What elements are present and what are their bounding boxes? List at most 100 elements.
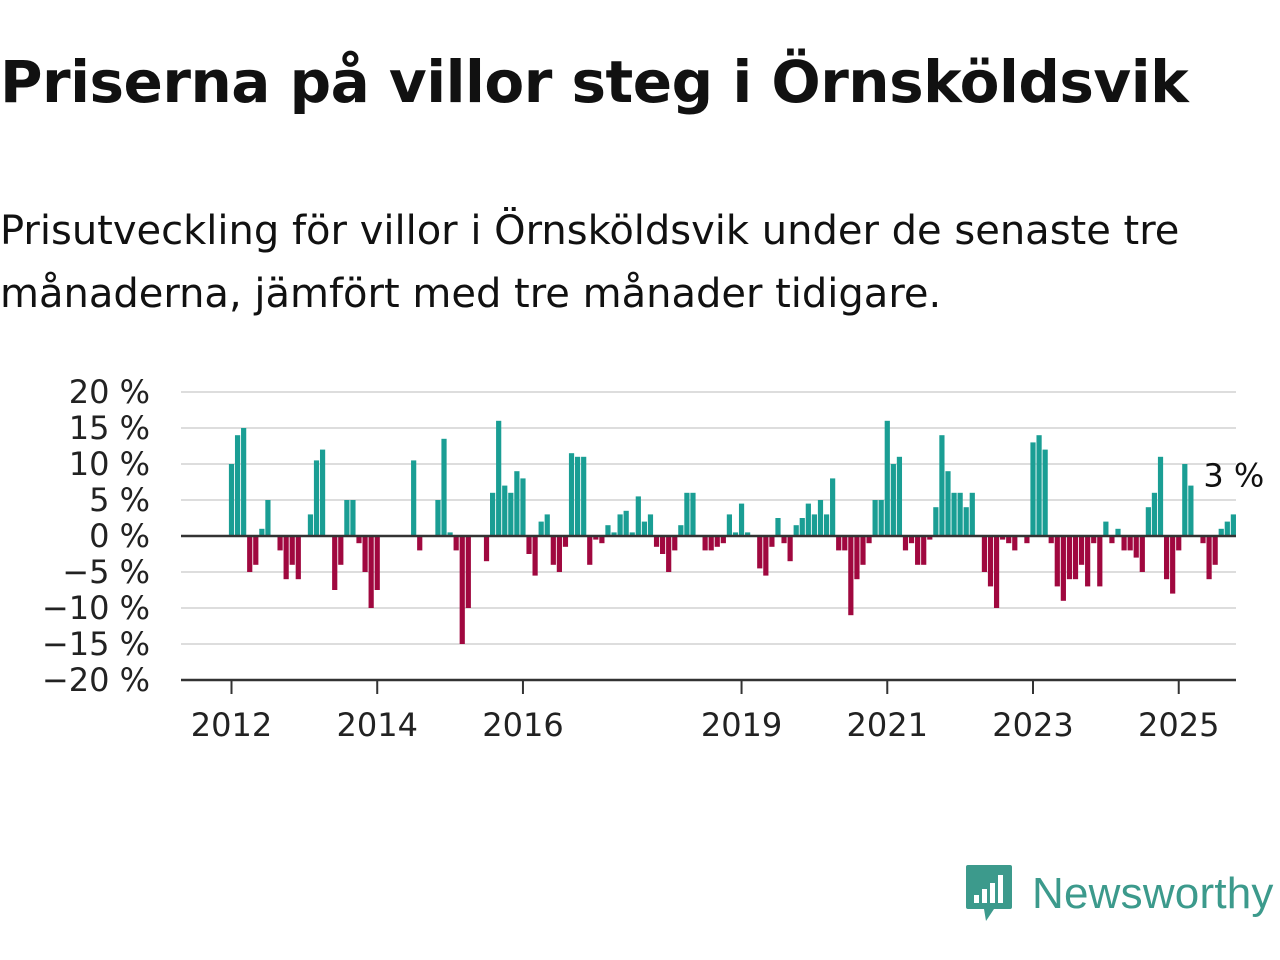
bar bbox=[319, 449, 326, 536]
bar bbox=[1097, 536, 1103, 587]
x-tick-label: 2019 bbox=[701, 706, 782, 744]
bar bbox=[453, 536, 459, 551]
bar bbox=[1218, 528, 1224, 536]
bar bbox=[1012, 536, 1018, 551]
bar bbox=[1170, 536, 1176, 594]
bar bbox=[957, 492, 963, 536]
grid-lines bbox=[181, 391, 1236, 645]
bar bbox=[350, 500, 356, 536]
bar bbox=[283, 536, 289, 580]
bar bbox=[1006, 536, 1012, 544]
bar bbox=[817, 500, 824, 536]
newsworthy-logo-icon bbox=[966, 865, 1012, 921]
bar bbox=[933, 507, 939, 536]
bar bbox=[1133, 536, 1139, 558]
bar bbox=[1115, 528, 1121, 536]
bar bbox=[344, 500, 350, 536]
bar bbox=[581, 456, 587, 536]
bar bbox=[465, 536, 471, 608]
chart-title: Priserna på villor steg i Örnsköldsvik bbox=[0, 48, 1189, 116]
bar bbox=[1091, 536, 1097, 544]
bar bbox=[526, 536, 532, 554]
bar bbox=[678, 525, 684, 536]
bar bbox=[538, 521, 544, 536]
bar bbox=[568, 453, 575, 536]
bar bbox=[726, 514, 732, 536]
bar bbox=[435, 500, 441, 536]
bar bbox=[1151, 492, 1158, 536]
bar bbox=[939, 435, 945, 536]
x-tick-label: 2012 bbox=[191, 706, 272, 744]
bar bbox=[641, 521, 647, 536]
bar bbox=[587, 536, 593, 565]
bar bbox=[1230, 514, 1236, 536]
y-tick-label: −20 % bbox=[42, 661, 150, 699]
bar bbox=[842, 536, 848, 551]
bar bbox=[1066, 536, 1073, 580]
bar bbox=[945, 471, 951, 536]
bar bbox=[732, 532, 739, 536]
bar bbox=[1127, 536, 1133, 551]
bar bbox=[417, 536, 423, 551]
bar bbox=[265, 500, 271, 536]
bar bbox=[866, 536, 872, 544]
bar bbox=[1145, 507, 1151, 536]
bar bbox=[872, 500, 878, 536]
y-tick-label: −10 % bbox=[42, 589, 150, 627]
bar bbox=[647, 514, 654, 536]
bar bbox=[532, 536, 538, 576]
bar bbox=[1163, 536, 1170, 580]
x-tick-label: 2021 bbox=[847, 706, 928, 744]
bar bbox=[1030, 442, 1036, 536]
bar bbox=[490, 492, 496, 536]
bar bbox=[902, 536, 909, 551]
last-value-label: 3 % bbox=[1203, 456, 1264, 494]
bar bbox=[374, 536, 380, 590]
bar bbox=[241, 428, 247, 536]
bar-chart: 20 %15 %10 %5 %0 %−5 %−10 %−15 %−20 % 201… bbox=[42, 373, 1264, 744]
bar bbox=[763, 536, 769, 576]
bar bbox=[313, 460, 320, 536]
bar bbox=[981, 536, 988, 572]
bar bbox=[332, 536, 338, 590]
bar bbox=[1072, 536, 1079, 580]
bar bbox=[635, 496, 641, 536]
bar bbox=[684, 492, 690, 536]
y-tick-label: −5 % bbox=[62, 553, 150, 591]
bar bbox=[830, 478, 836, 536]
bar bbox=[307, 514, 314, 536]
y-tick-label: 15 % bbox=[69, 409, 150, 447]
bar bbox=[459, 536, 465, 644]
bar bbox=[1036, 435, 1042, 536]
bar bbox=[562, 536, 569, 547]
bar bbox=[745, 532, 751, 536]
bar bbox=[969, 492, 975, 536]
bar bbox=[295, 536, 301, 580]
bar bbox=[1085, 536, 1091, 587]
bar bbox=[483, 536, 490, 562]
bar bbox=[666, 536, 672, 572]
bar bbox=[508, 492, 514, 536]
bar bbox=[720, 536, 726, 544]
bar bbox=[247, 536, 253, 572]
bar bbox=[1200, 536, 1206, 544]
brand: Newsworthy bbox=[964, 862, 1274, 926]
bar bbox=[1212, 536, 1218, 565]
bar bbox=[836, 536, 842, 551]
bar bbox=[653, 536, 660, 547]
bar bbox=[890, 464, 896, 536]
bar bbox=[289, 536, 295, 565]
bar bbox=[793, 525, 799, 536]
brand-name: Newsworthy bbox=[1032, 869, 1274, 918]
bar bbox=[550, 536, 556, 565]
bar bbox=[277, 536, 283, 551]
bar-series bbox=[228, 420, 1236, 644]
bar bbox=[787, 536, 793, 562]
bar bbox=[921, 536, 927, 565]
bar bbox=[1109, 536, 1115, 544]
bar bbox=[259, 528, 265, 536]
bar bbox=[362, 536, 368, 572]
x-tick-label: 2016 bbox=[482, 706, 563, 744]
bar bbox=[660, 536, 666, 554]
bar bbox=[1182, 464, 1188, 536]
